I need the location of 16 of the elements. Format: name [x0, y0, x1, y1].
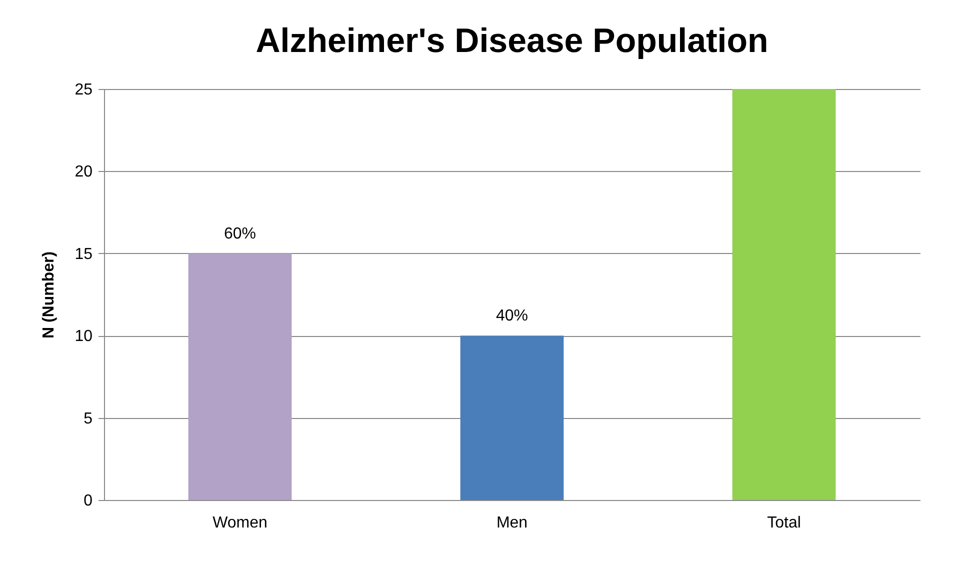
y-axis-title: N (Number): [40, 251, 58, 339]
y-tick-label: 15: [74, 246, 93, 263]
y-tick-label: 5: [84, 410, 93, 428]
y-tick-label: 0: [84, 492, 93, 510]
annotation: 60%: [224, 225, 256, 242]
bar: [188, 253, 292, 500]
x-tick-label: Total: [767, 514, 801, 532]
bar: [460, 336, 564, 500]
x-tick-label: Women: [212, 514, 268, 532]
chart-title: Alzheimer's Disease Population: [256, 22, 768, 60]
bar: [732, 89, 836, 500]
x-tick-label: Men: [496, 514, 528, 532]
annotation: 40%: [496, 308, 528, 325]
y-tick-label: 25: [74, 82, 93, 98]
y-tick-label: 20: [74, 164, 93, 181]
y-tick-label: 10: [74, 328, 93, 346]
